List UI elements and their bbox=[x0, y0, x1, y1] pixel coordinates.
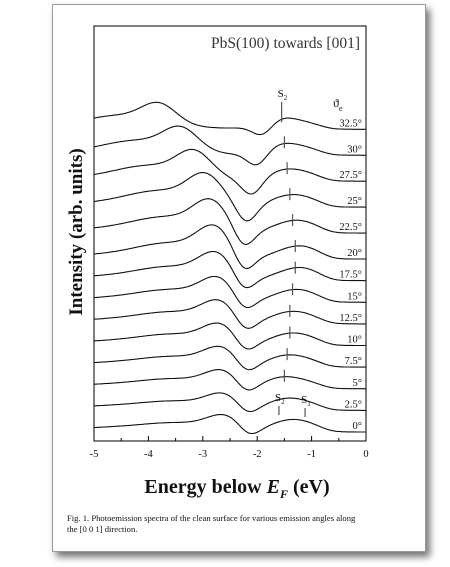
spectrum-line bbox=[94, 369, 366, 391]
spectrum-line bbox=[93, 198, 366, 245]
angle-label: 32.5° bbox=[339, 118, 362, 129]
chart-title: PbS(100) towards [001] bbox=[211, 35, 360, 52]
spectrum-line bbox=[93, 224, 366, 269]
spectrum-line bbox=[94, 413, 366, 435]
spectrum-line bbox=[93, 299, 366, 329]
y-axis-label: Intensity (arb. units) bbox=[66, 148, 87, 315]
x-tick-label: 0 bbox=[363, 449, 368, 460]
x-tick-label: -4 bbox=[144, 449, 153, 460]
spectrum-line bbox=[93, 250, 366, 289]
angle-label: 12.5° bbox=[339, 313, 362, 324]
x-tick-label: -1 bbox=[307, 449, 316, 460]
angle-label: 15° bbox=[347, 291, 362, 302]
annotation-s2_bottom: S2 bbox=[275, 392, 285, 406]
spectrum-line bbox=[93, 101, 366, 136]
x-tick-label: -3 bbox=[198, 449, 207, 460]
x-tick-label: -2 bbox=[253, 449, 262, 460]
x-tick-label: -5 bbox=[90, 449, 99, 460]
spectrum-line bbox=[93, 322, 366, 350]
plot-frame bbox=[93, 25, 367, 442]
x-axis-ticks: -5 -4 -3 -2 -1 0 bbox=[90, 436, 369, 460]
spectrum-line bbox=[93, 392, 366, 413]
spectrum-line bbox=[93, 172, 367, 222]
figure-page bbox=[52, 4, 426, 552]
angle-label: 0° bbox=[353, 421, 362, 432]
annotation-s2_top: S2 bbox=[278, 88, 288, 102]
spectrum-line bbox=[93, 345, 366, 371]
angle-label: 5° bbox=[353, 378, 362, 389]
spectrum-line bbox=[93, 148, 366, 195]
angle-label: 22.5° bbox=[339, 222, 362, 233]
structure-markers: S2 S2 S1 bbox=[275, 88, 311, 417]
spectrum-line bbox=[93, 125, 366, 166]
angle-label: 30° bbox=[347, 144, 362, 155]
angle-label: 27.5° bbox=[339, 170, 362, 181]
angle-label: 10° bbox=[347, 335, 362, 346]
angle-label: 2.5° bbox=[345, 399, 362, 410]
spectra-curves bbox=[93, 101, 367, 435]
figure-caption: Fig. 1. Photoemission spectra of the cle… bbox=[67, 513, 356, 534]
spectrum-line bbox=[93, 275, 366, 309]
angle-label: 20° bbox=[347, 248, 362, 259]
angle-label: 7.5° bbox=[345, 356, 362, 367]
angle-header: ϑe bbox=[333, 96, 343, 113]
angle-label: 25° bbox=[347, 196, 362, 207]
angle-labels: 0° 2.5° 5° 7.5° 10° 12.5° 15° 17.5° 20° 22.5° 25° 2… bbox=[339, 118, 362, 432]
angle-label: 17.5° bbox=[339, 270, 362, 281]
annotation-s1_bottom: S1 bbox=[301, 394, 311, 408]
x-axis-label: Energy below EF (eV) bbox=[144, 476, 329, 501]
